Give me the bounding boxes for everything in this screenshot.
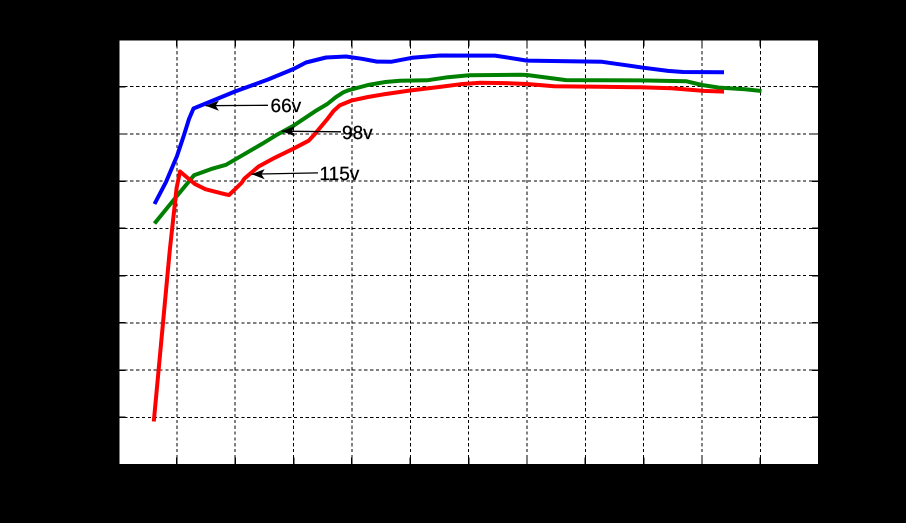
svg-text:98v: 98v bbox=[342, 123, 373, 144]
svg-text:66v: 66v bbox=[271, 96, 302, 117]
svg-text:115v: 115v bbox=[320, 164, 360, 185]
